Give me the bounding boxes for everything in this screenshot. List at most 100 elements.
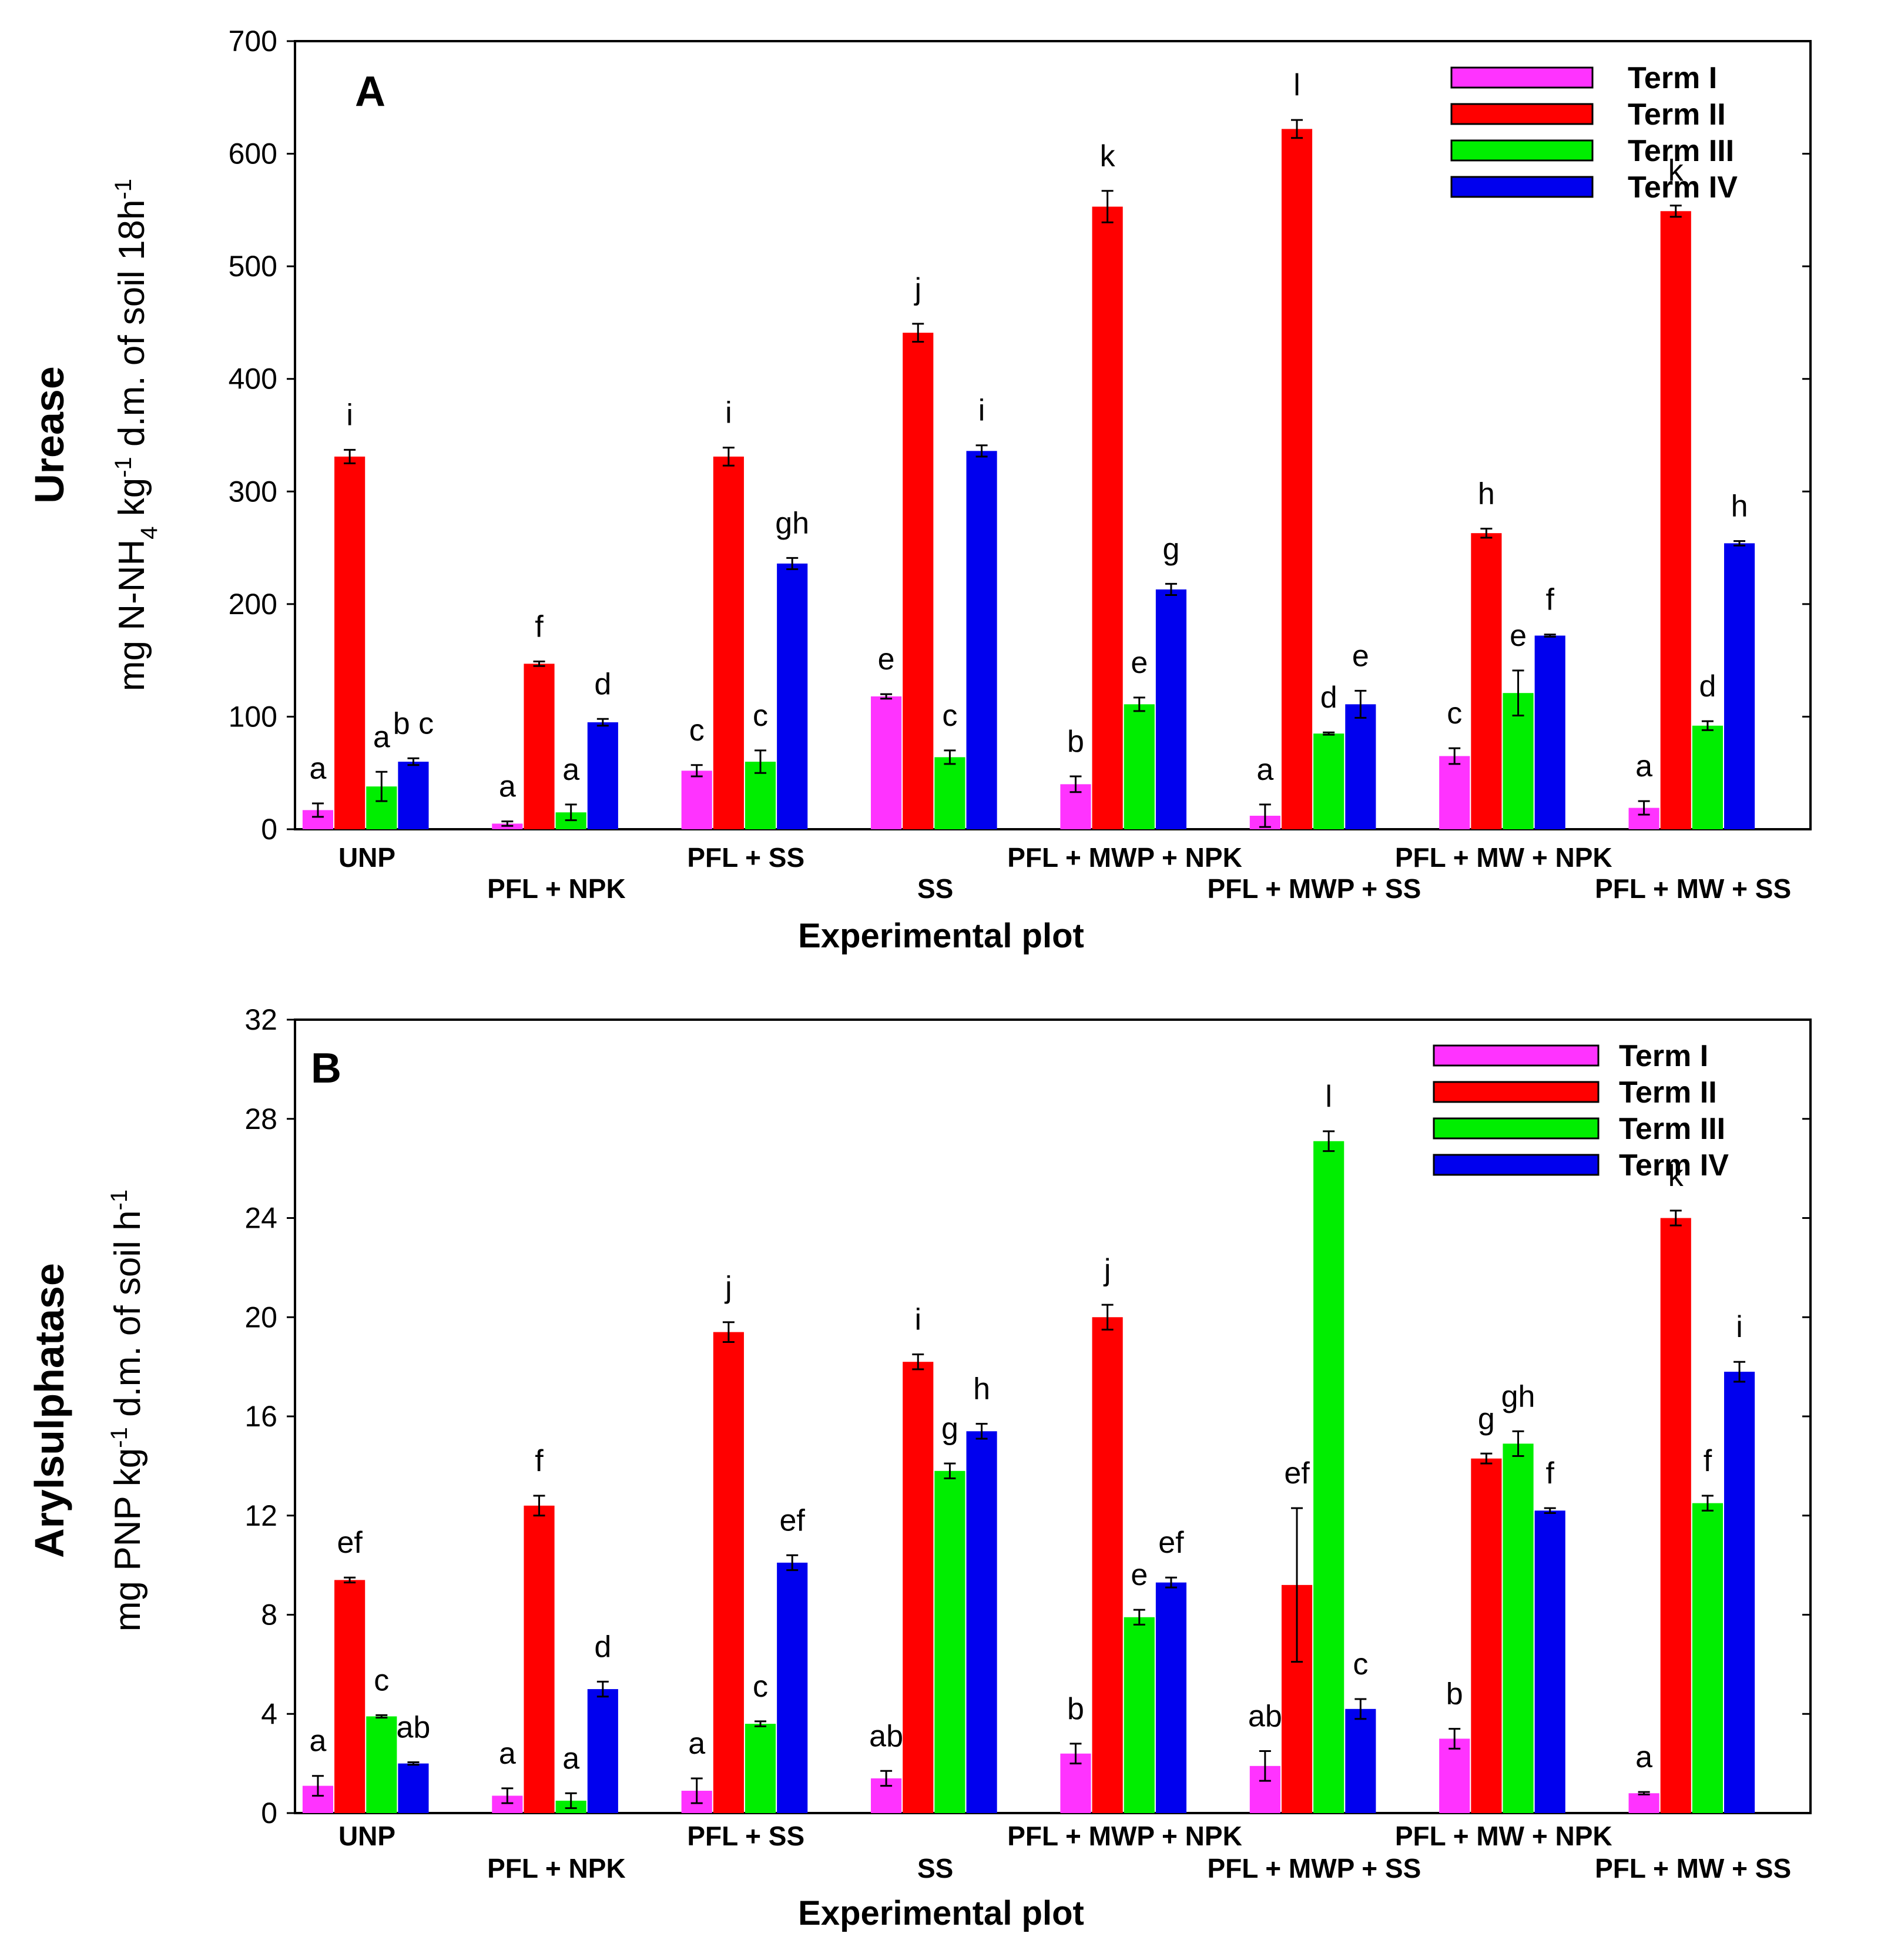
bar-term-iv-pfl-mwp-ss: [1345, 704, 1376, 829]
bar-term-iii-pfl-mwp-npk: [1124, 1617, 1155, 1813]
y-axis-unit-part: mg PNP kg: [108, 1448, 148, 1631]
y-axis-unit-part: d.m. of soil 18h: [112, 200, 152, 457]
bar-term-iv-unp: [398, 1763, 429, 1813]
y-tick-label: 24: [244, 1202, 277, 1235]
significance-label: i: [346, 398, 353, 432]
y-axis-unit-part: -1: [106, 1190, 132, 1211]
y-tick-label: 8: [261, 1599, 277, 1631]
bar-term-ii-unp: [334, 1580, 366, 1813]
significance-label: b c: [393, 706, 434, 741]
bar-term-iv-pfl-mw-npk: [1534, 635, 1565, 829]
significance-label: ef: [1284, 1456, 1310, 1490]
bar-term-iii-pfl-mw-ss: [1692, 725, 1723, 829]
x-category-label: PFL + SS: [687, 842, 804, 873]
significance-label: j: [913, 272, 921, 306]
bar-term-iv-pfl-mwp-npk: [1155, 1582, 1187, 1813]
bar-term-iv-pfl-mw-ss: [1724, 1372, 1755, 1813]
y-tick-label: 4: [261, 1697, 277, 1730]
significance-label: f: [1545, 1456, 1554, 1490]
significance-label: a: [1635, 749, 1652, 783]
bar-term-iii-pfl-mw-npk: [1503, 1443, 1534, 1813]
x-category-label: PFL + NPK: [487, 1853, 626, 1884]
significance-label: h: [1478, 477, 1495, 511]
y-axis-unit-label: mg N-NH4 kg-1 d.m. of soil 18h-1: [110, 179, 162, 691]
bar-term-i-ss: [871, 696, 902, 829]
panel-letter: A: [355, 68, 385, 115]
bar-term-iii-pfl-mwp-ss: [1313, 1141, 1344, 1813]
bar-term-ii-pfl-npk: [524, 664, 555, 829]
significance-label: g: [1478, 1402, 1495, 1436]
significance-label: g: [1162, 532, 1179, 566]
y-axis-unit-label: mg PNP kg-1 d.m. of soil h-1: [106, 1190, 148, 1631]
bar-term-iii-pfl-mwp-ss: [1313, 733, 1344, 829]
significance-label: e: [1131, 1558, 1148, 1592]
significance-label: e: [1352, 639, 1369, 673]
significance-label: b: [1446, 1677, 1463, 1711]
significance-label: h: [1731, 490, 1748, 524]
bar-term-iii-ss: [934, 757, 965, 829]
y-tick-label: 32: [244, 1003, 277, 1036]
bar-term-ii-pfl-ss: [713, 456, 744, 829]
y-axis-unit-part: -1: [110, 457, 136, 478]
x-category-label: UNP: [338, 842, 395, 873]
bar-term-ii-pfl-mw-npk: [1471, 1458, 1502, 1813]
significance-label: k: [1100, 139, 1116, 173]
significance-label: ab: [869, 1719, 903, 1753]
bar-term-ii-pfl-npk: [524, 1505, 555, 1813]
significance-label: c: [689, 713, 705, 748]
bar-term-ii-pfl-mw-ss: [1660, 211, 1691, 830]
bar-term-iii-pfl-ss: [745, 1724, 776, 1813]
significance-label: a: [499, 1737, 516, 1771]
bar-term-iii-pfl-mw-ss: [1692, 1503, 1723, 1813]
significance-label: k: [1668, 1159, 1684, 1193]
y-tick-label: 0: [261, 1797, 277, 1830]
significance-label: k: [1668, 154, 1684, 188]
bar-term-iv-pfl-mw-npk: [1534, 1510, 1565, 1813]
significance-label: ef: [780, 1503, 806, 1537]
bar-term-ii-unp: [334, 456, 366, 829]
y-tick-label: 500: [229, 250, 277, 283]
bar-term-ii-pfl-ss: [713, 1332, 744, 1813]
significance-label: c: [753, 1670, 768, 1704]
x-category-label: PFL + MWP + NPK: [1007, 842, 1242, 873]
bar-term-iv-pfl-mwp-npk: [1155, 589, 1187, 829]
significance-label: l: [1293, 68, 1300, 102]
significance-label: d: [1699, 669, 1716, 703]
significance-label: j: [724, 1271, 732, 1305]
x-category-label: PFL + NPK: [487, 873, 626, 904]
x-category-label: PFL + MWP + NPK: [1007, 1821, 1242, 1851]
significance-label: a: [310, 752, 327, 786]
x-axis-title: Experimental plot: [798, 917, 1084, 955]
significance-label: f: [1545, 583, 1554, 617]
y-tick-label: 700: [229, 25, 277, 58]
bar-term-iv-unp: [398, 762, 429, 829]
significance-label: c: [1353, 1647, 1368, 1681]
y-tick-label: 200: [229, 588, 277, 621]
significance-label: i: [1736, 1310, 1743, 1344]
significance-label: j: [1103, 1253, 1111, 1287]
bar-term-iv-pfl-npk: [587, 722, 618, 829]
bar-term-iv-pfl-ss: [777, 563, 808, 829]
y-tick-label: 0: [261, 813, 277, 846]
legend-swatch-term-i: [1450, 66, 1594, 89]
bar-term-i-pfl-mw-npk: [1439, 1738, 1470, 1813]
significance-label: h: [973, 1372, 990, 1406]
legend-label-term-iv: Term IV: [1628, 170, 1738, 205]
legend-label-term-i: Term I: [1619, 1039, 1708, 1073]
significance-label: a: [373, 720, 390, 754]
x-category-label: SS: [917, 873, 953, 904]
legend-label-term-iii: Term III: [1628, 134, 1734, 168]
significance-label: e: [878, 642, 895, 676]
bar-term-ii-pfl-mwp-npk: [1092, 1317, 1123, 1813]
x-category-label: PFL + MW + SS: [1595, 873, 1791, 904]
significance-label: a: [562, 1741, 579, 1775]
significance-label: gh: [775, 506, 809, 540]
significance-label: f: [1704, 1444, 1712, 1478]
y-tick-label: 16: [244, 1400, 277, 1433]
bar-term-ii-pfl-mw-npk: [1471, 533, 1502, 829]
significance-label: gh: [1501, 1379, 1535, 1413]
significance-label: a: [310, 1724, 327, 1758]
y-tick-label: 28: [244, 1103, 277, 1135]
